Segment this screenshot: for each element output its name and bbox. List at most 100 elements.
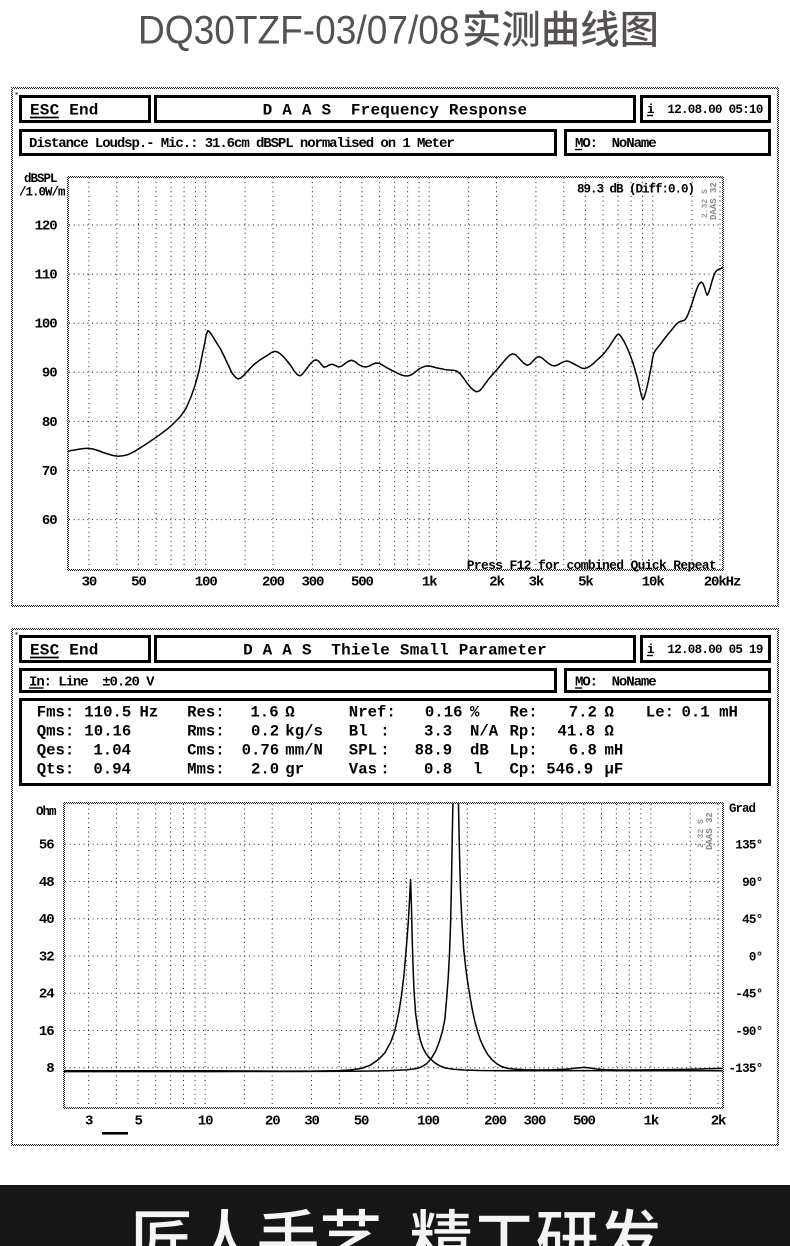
svg-text::: : [380, 742, 389, 760]
svg-text:88.9: 88.9 [415, 742, 453, 760]
svg-text:100: 100 [35, 317, 58, 333]
svg-text:3.3: 3.3 [424, 723, 452, 741]
svg-text:Qes:: Qes: [37, 742, 75, 760]
svg-text:SPL: SPL [349, 742, 377, 760]
svg-text:200: 200 [484, 1114, 507, 1130]
svg-text:8: 8 [46, 1061, 54, 1077]
svg-text:kg/s: kg/s [285, 723, 323, 741]
svg-text:1k: 1k [422, 575, 437, 591]
svg-text:1.04: 1.04 [93, 742, 131, 760]
svg-text:10k: 10k [642, 575, 665, 591]
svg-text:DQ30TZF-03/07/08: DQ30TZF-03/07/08 [138, 9, 460, 53]
svg-text:0.8: 0.8 [424, 761, 452, 779]
svg-text:%: % [470, 704, 480, 722]
svg-text:20kHz: 20kHz [704, 575, 741, 591]
svg-text:DAAS 32: DAAS 32 [709, 182, 719, 220]
svg-text:80: 80 [42, 415, 57, 431]
svg-text:2.32 S: 2.32 S [697, 819, 706, 848]
svg-text:10: 10 [198, 1114, 213, 1130]
svg-text:Cms:: Cms: [187, 742, 225, 760]
svg-text:-45°: -45° [729, 988, 763, 1002]
svg-text:Press F12 for combined Quick R: Press F12 for combined Quick Repeat [467, 558, 716, 573]
svg-text:2k: 2k [489, 575, 504, 591]
svg-text:Qts:: Qts: [37, 761, 75, 779]
svg-text:120: 120 [35, 218, 58, 234]
svg-text:0.1: 0.1 [682, 704, 710, 722]
svg-text:Fms:: Fms: [37, 704, 75, 722]
svg-text:45°: 45° [729, 913, 763, 927]
svg-text:89.3 dB (Diff:0.0): 89.3 dB (Diff:0.0) [577, 183, 694, 197]
svg-text::: : [380, 761, 389, 779]
svg-text:DAAS 32: DAAS 32 [705, 812, 715, 850]
svg-text:135°: 135° [729, 839, 763, 853]
svg-text:3k: 3k [529, 575, 544, 591]
svg-text:41.8: 41.8 [558, 723, 596, 741]
svg-text:10.16: 10.16 [84, 723, 131, 741]
svg-text:Le:: Le: [646, 704, 674, 722]
svg-text:Distance Loudsp.- Mic.: 31.6cm: Distance Loudsp.- Mic.: 31.6cm dBSPL nor… [29, 136, 454, 152]
svg-text:Cp:: Cp: [510, 761, 538, 779]
svg-text:Res:: Res: [187, 704, 225, 722]
svg-text:Mms:: Mms: [187, 761, 225, 779]
svg-text:0.2: 0.2 [251, 723, 279, 741]
svg-text:mm/N: mm/N [285, 742, 323, 760]
svg-text:300: 300 [523, 1114, 546, 1130]
svg-text:90°: 90° [729, 876, 763, 890]
svg-text:Rms:: Rms: [187, 723, 225, 741]
svg-text:gr: gr [285, 761, 304, 779]
svg-text:Nref:: Nref: [349, 704, 396, 722]
svg-text:mH: mH [719, 704, 738, 722]
svg-text:50: 50 [354, 1114, 369, 1130]
svg-text:20: 20 [265, 1114, 280, 1130]
svg-text:l: l [473, 761, 482, 779]
svg-text:ESC End: ESC End [30, 642, 99, 660]
svg-text:3: 3 [85, 1114, 93, 1130]
svg-text:5k: 5k [578, 575, 593, 591]
svg-text:1.6: 1.6 [250, 704, 278, 722]
svg-text:N/A: N/A [470, 723, 499, 741]
svg-text:1k: 1k [644, 1114, 659, 1130]
svg-text:2k: 2k [711, 1114, 726, 1130]
svg-text:300: 300 [301, 575, 324, 591]
svg-text:6.8: 6.8 [569, 742, 597, 760]
svg-text:60: 60 [42, 513, 57, 529]
svg-text:D A A S Thiele Small Paramete: D A A S Thiele Small Parameter [243, 642, 547, 660]
svg-text:dB: dB [470, 742, 489, 760]
svg-text:32: 32 [39, 949, 54, 965]
svg-text:-135°: -135° [729, 1062, 763, 1076]
svg-text::: : [380, 723, 389, 741]
svg-text:110.5: 110.5 [84, 704, 131, 722]
svg-text:Qms:: Qms: [37, 723, 75, 741]
svg-text:mH: mH [605, 742, 624, 760]
svg-text:Ω: Ω [605, 723, 614, 741]
svg-text:100: 100 [195, 575, 218, 591]
svg-text:Ω: Ω [605, 704, 614, 722]
svg-text:16: 16 [39, 1024, 54, 1040]
svg-text:200: 200 [262, 575, 285, 591]
svg-text:Re:: Re: [510, 704, 538, 722]
svg-text:In: Line ±0.20 V: In: Line ±0.20 V [29, 675, 155, 691]
svg-text:2.0: 2.0 [251, 761, 279, 779]
svg-text:500: 500 [573, 1114, 596, 1130]
svg-text:2.32 S: 2.32 S [701, 189, 710, 218]
svg-text:500: 500 [351, 575, 374, 591]
svg-text:Grad: Grad [729, 802, 756, 816]
svg-text:0.16: 0.16 [425, 704, 463, 722]
svg-text:30: 30 [304, 1114, 319, 1130]
svg-text:546.9: 546.9 [546, 761, 593, 779]
svg-text:µF: µF [605, 761, 624, 779]
svg-text:56: 56 [39, 838, 54, 854]
svg-text:7.2: 7.2 [569, 704, 597, 722]
svg-text:Hz: Hz [140, 704, 159, 722]
svg-text:MO: NoName: MO: NoName [575, 136, 656, 152]
svg-text:Vas: Vas [349, 761, 377, 779]
svg-text:110: 110 [35, 268, 58, 284]
svg-text:Bl: Bl [349, 723, 368, 741]
svg-text:dBSPL: dBSPL [24, 172, 57, 186]
svg-text:0°: 0° [729, 950, 763, 964]
svg-text:Ohm: Ohm [36, 805, 57, 819]
svg-text:MO: NoName: MO: NoName [575, 675, 656, 691]
svg-text:40: 40 [39, 912, 54, 928]
svg-text:i 12.08.00 05 19: i 12.08.00 05 19 [647, 643, 763, 657]
svg-text:100: 100 [417, 1114, 440, 1130]
